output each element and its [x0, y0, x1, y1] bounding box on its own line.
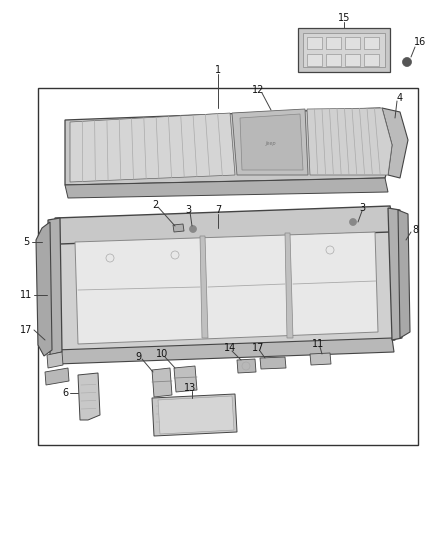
Text: 13: 13 — [184, 383, 196, 393]
Bar — [364, 37, 379, 49]
Text: 17: 17 — [252, 343, 264, 353]
Bar — [345, 54, 360, 66]
Polygon shape — [200, 236, 208, 338]
Polygon shape — [70, 113, 235, 182]
Polygon shape — [298, 28, 390, 72]
Polygon shape — [75, 232, 378, 344]
Polygon shape — [55, 206, 395, 244]
Polygon shape — [398, 210, 410, 338]
Polygon shape — [78, 373, 100, 420]
Text: 3: 3 — [185, 205, 191, 215]
Bar — [326, 54, 341, 66]
Polygon shape — [55, 208, 390, 234]
Polygon shape — [65, 108, 395, 185]
Text: 11: 11 — [20, 290, 32, 300]
Polygon shape — [152, 368, 172, 397]
Polygon shape — [55, 226, 395, 352]
Text: Jeep: Jeep — [266, 141, 276, 146]
Polygon shape — [65, 178, 388, 198]
Polygon shape — [388, 208, 402, 340]
Polygon shape — [303, 33, 385, 67]
Bar — [38, 88, 418, 445]
Bar — [307, 37, 322, 49]
Polygon shape — [55, 220, 60, 312]
Polygon shape — [260, 357, 286, 369]
Polygon shape — [48, 218, 62, 355]
Text: 9: 9 — [135, 352, 141, 362]
Text: 8: 8 — [412, 225, 418, 235]
Polygon shape — [45, 368, 69, 385]
Circle shape — [403, 58, 411, 67]
Text: 2: 2 — [152, 200, 158, 210]
Polygon shape — [36, 222, 52, 356]
Circle shape — [190, 225, 197, 232]
Bar — [307, 54, 322, 66]
Text: 15: 15 — [338, 13, 350, 23]
Text: 5: 5 — [23, 237, 29, 247]
Text: 7: 7 — [215, 205, 221, 215]
Text: 17: 17 — [20, 325, 32, 335]
Bar — [345, 37, 360, 49]
Bar — [364, 54, 379, 66]
Polygon shape — [173, 224, 184, 232]
Polygon shape — [285, 233, 293, 338]
Text: 6: 6 — [62, 388, 68, 398]
Text: 14: 14 — [224, 343, 236, 353]
Polygon shape — [382, 108, 408, 178]
Polygon shape — [307, 108, 392, 175]
Circle shape — [350, 219, 357, 225]
Polygon shape — [174, 366, 197, 392]
Text: 10: 10 — [156, 349, 168, 359]
Polygon shape — [310, 353, 331, 365]
Polygon shape — [152, 394, 237, 436]
Polygon shape — [232, 109, 308, 175]
Text: 11: 11 — [312, 339, 324, 349]
Polygon shape — [240, 114, 303, 170]
Polygon shape — [55, 338, 394, 364]
Polygon shape — [237, 359, 256, 373]
Text: 1: 1 — [215, 65, 221, 75]
Polygon shape — [47, 352, 63, 368]
Bar — [326, 37, 341, 49]
Text: 16: 16 — [414, 37, 426, 47]
Text: 3: 3 — [359, 203, 365, 213]
Text: 4: 4 — [397, 93, 403, 103]
Text: 12: 12 — [252, 85, 264, 95]
Polygon shape — [158, 396, 234, 434]
